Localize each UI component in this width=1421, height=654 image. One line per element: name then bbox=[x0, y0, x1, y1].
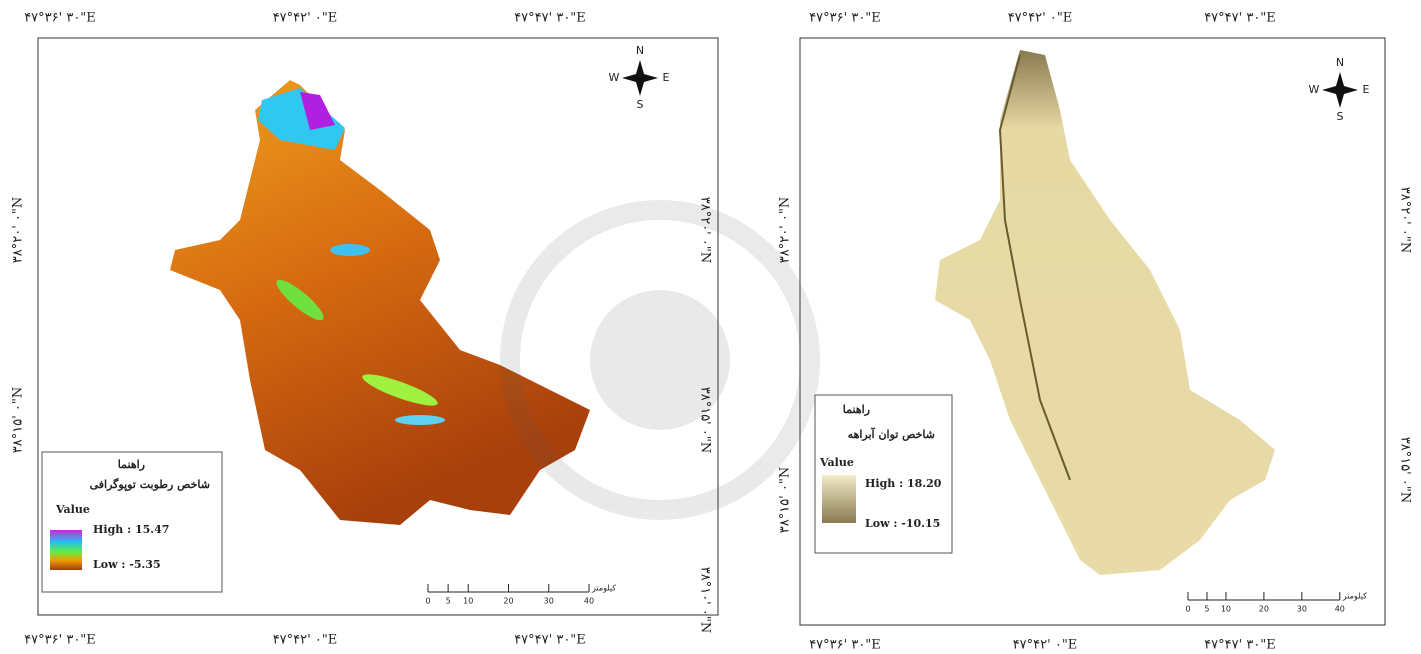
legend-low: Low : -5.35 bbox=[93, 558, 161, 571]
scale-label: 20 bbox=[1259, 605, 1269, 614]
map-frame bbox=[37, 37, 719, 616]
scale-label: 30 bbox=[544, 597, 554, 606]
scale-label: 0 bbox=[1185, 605, 1190, 614]
coord-label: ۴۷°۴۷' ۳۰"E bbox=[1204, 11, 1276, 26]
compass-n: N bbox=[1336, 56, 1344, 69]
legend-subtitle: شاخص توان آبراهه bbox=[848, 427, 935, 441]
coord-label: ۳۸°۲۰' ۰"N bbox=[778, 197, 793, 263]
legend-subtitle: شاخص رطوبت توپوگرافی bbox=[90, 477, 210, 491]
coord-label: ۴۷°۴۷' ۳۰"E bbox=[1204, 638, 1276, 653]
map-frame bbox=[799, 37, 1386, 626]
coord-label: ۴۷°۳۶' ۳۰"E bbox=[24, 633, 96, 648]
compass-n: N bbox=[636, 44, 644, 57]
scale-label: 5 bbox=[1204, 605, 1209, 614]
watershed bbox=[935, 50, 1275, 575]
watermark bbox=[500, 200, 820, 520]
coord-label: ۳۸°۲۰' ۰"N bbox=[11, 197, 26, 263]
coord-label: ۳۸°۱۵' ۰"N bbox=[698, 387, 713, 453]
coord-label: ۴۷°۳۶' ۳۰"E bbox=[24, 11, 96, 26]
scale-label: 10 bbox=[1221, 605, 1231, 614]
scale-unit: کیلومتر bbox=[591, 584, 616, 593]
coord-label: ۳۸°۱۵' ۰"N bbox=[11, 387, 26, 453]
compass-star bbox=[622, 60, 658, 96]
scale-label: 5 bbox=[446, 597, 451, 606]
compass-star bbox=[1322, 72, 1358, 108]
legend-high: High : 18.20 bbox=[865, 477, 942, 490]
compass-w: W bbox=[609, 71, 620, 84]
legend-low: Low : -10.15 bbox=[865, 517, 940, 530]
coord-label: ۴۷°۴۲' ۰"E bbox=[1013, 638, 1078, 653]
legend-title: راهنما bbox=[118, 458, 145, 471]
watershed bbox=[170, 80, 590, 525]
coord-label: ۴۷°۴۷' ۳۰"E bbox=[514, 633, 586, 648]
coord-label: ۴۷°۴۲' ۰"E bbox=[273, 633, 338, 648]
coord-label: ۳۸°۱۵' ۰"N bbox=[1398, 437, 1413, 503]
legend-title: راهنما bbox=[843, 403, 870, 416]
coord-label: ۴۷°۴۲' ۰"E bbox=[1008, 11, 1073, 26]
scale-label: 30 bbox=[1297, 605, 1307, 614]
scale-label: 10 bbox=[463, 597, 473, 606]
coord-label: ۳۸°۲۰' ۰"N bbox=[1398, 187, 1413, 253]
legend-box bbox=[41, 451, 223, 593]
legend-ramp bbox=[822, 475, 856, 523]
coord-label: ۴۷°۴۲' ۰"E bbox=[273, 11, 338, 26]
coord-label: ۴۷°۳۶' ۳۰"E bbox=[809, 638, 881, 653]
legend-high: High : 15.47 bbox=[93, 523, 169, 536]
compass-s: S bbox=[1337, 110, 1344, 123]
wetness-patches bbox=[258, 88, 445, 425]
legend-ramp bbox=[50, 530, 82, 570]
compass-s: S bbox=[637, 98, 644, 111]
legend-box bbox=[814, 394, 953, 554]
coord-label: ۳۸°۱۰' ۰"N bbox=[698, 567, 713, 633]
river bbox=[998, 54, 1071, 481]
compass-e: E bbox=[663, 71, 670, 84]
coord-label: ۴۷°۳۶' ۳۰"E bbox=[809, 11, 881, 26]
scale-label: 40 bbox=[1335, 605, 1345, 614]
compass-w: W bbox=[1309, 83, 1320, 96]
scale-label: 20 bbox=[503, 597, 513, 606]
legend-value: Value bbox=[819, 456, 854, 469]
scale-label: 0 bbox=[425, 597, 430, 606]
coord-label: ۴۷°۴۷' ۳۰"E bbox=[514, 11, 586, 26]
coord-label: ۳۸°۲۰' ۰"N bbox=[698, 197, 713, 263]
coord-label: ۳۸°۱۵' ۰"N bbox=[778, 467, 793, 533]
scale-unit: کیلومتر bbox=[1342, 592, 1367, 601]
scale-label: 40 bbox=[584, 597, 594, 606]
legend-value: Value bbox=[55, 503, 90, 516]
compass-e: E bbox=[1363, 83, 1370, 96]
